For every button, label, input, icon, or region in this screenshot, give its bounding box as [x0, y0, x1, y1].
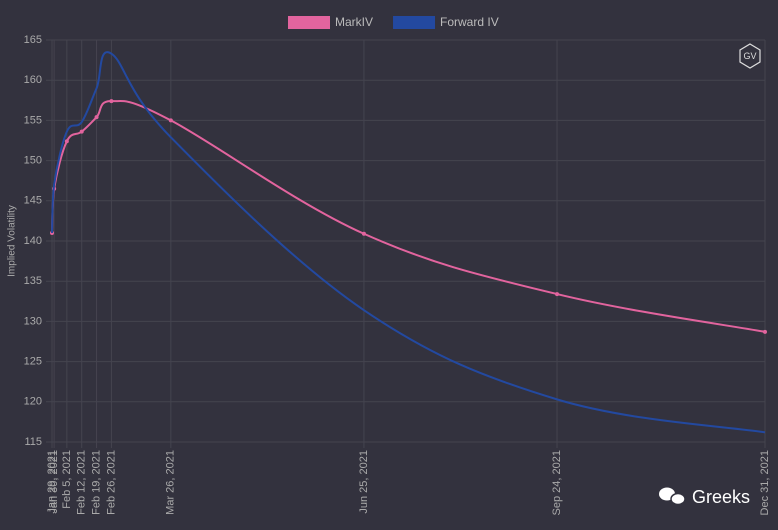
x-tick-label: Sep 24, 2021 — [551, 450, 563, 515]
y-tick-label: 160 — [24, 74, 42, 86]
x-tick-label: Feb 5, 2021 — [61, 450, 73, 509]
y-tick-label: 140 — [24, 235, 42, 247]
legend-label: MarkIV — [335, 15, 373, 29]
y-tick-label: 150 — [24, 155, 42, 167]
x-tick-label: Dec 31, 2021 — [759, 450, 771, 515]
watermark: Greeks — [659, 487, 750, 507]
line — [51, 51, 766, 434]
point — [109, 99, 114, 104]
point — [168, 118, 173, 123]
legend-swatch — [393, 16, 436, 29]
logo-hex — [739, 43, 761, 69]
y-tick-label: 125 — [24, 356, 42, 368]
y-tick-label: 115 — [24, 436, 42, 448]
y-tick-label: 135 — [24, 275, 42, 287]
grid — [46, 39, 766, 448]
point — [94, 115, 99, 120]
y-tick-label: 130 — [24, 315, 42, 327]
y-axis-label: Implied Volatility — [7, 205, 18, 277]
point — [555, 292, 560, 297]
x-tick-label: Feb 12, 2021 — [76, 450, 88, 515]
watermark-text: Greeks — [692, 487, 750, 507]
y-tick-label: 120 — [24, 396, 42, 408]
point — [79, 129, 84, 134]
y-tick-label: 145 — [24, 195, 42, 207]
legend-label: Forward IV — [440, 15, 499, 29]
y-tick-label: 155 — [24, 114, 42, 126]
logo-text: GV — [743, 51, 756, 61]
x-tick-label: Jan 30, 2021 — [48, 450, 60, 514]
point — [64, 139, 69, 144]
wechat-icon — [670, 492, 686, 506]
x-tick-label: Mar 26, 2021 — [165, 450, 177, 515]
legend-swatch — [288, 16, 330, 29]
point — [763, 329, 767, 334]
x-tick-label: Feb 19, 2021 — [90, 450, 102, 515]
logo: GV — [739, 43, 761, 69]
x-tick-label: Jun 25, 2021 — [358, 450, 370, 514]
point — [361, 231, 366, 236]
x-tick-label: Feb 26, 2021 — [105, 450, 117, 515]
y-tick-label: 165 — [24, 34, 42, 46]
legend: MarkIV Forward IV — [288, 15, 499, 29]
x-tick-label: Jan 29, 2021 — [46, 450, 58, 514]
